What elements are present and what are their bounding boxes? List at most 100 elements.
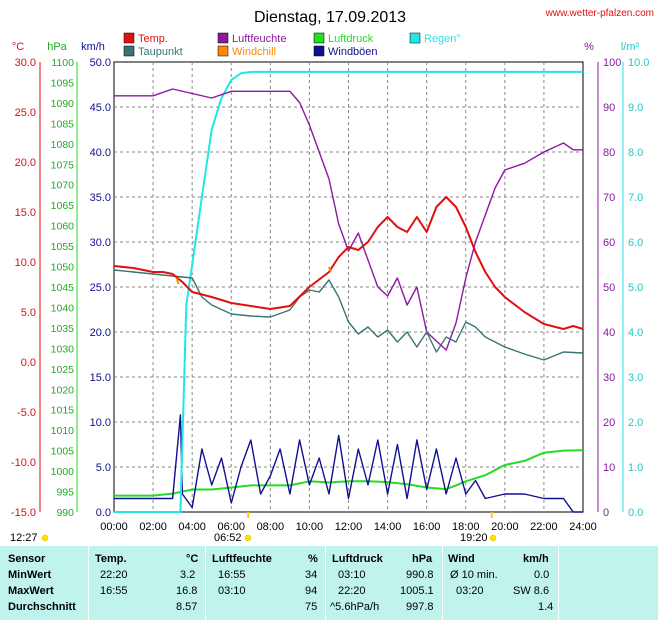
pressure-tick-label: 1060 — [51, 221, 75, 233]
unit-wind: km/h — [81, 41, 105, 53]
time-markers: 12:27 06:52 19:20 — [10, 512, 497, 544]
legend-swatch — [217, 45, 229, 57]
pressure-tick-label: 1100 — [51, 57, 74, 69]
rain-tick-label: 2.0 — [628, 417, 643, 429]
series-temp — [113, 196, 584, 330]
x-tick-label: 06:00 — [217, 521, 245, 533]
time-marker-label: 06:52 — [214, 532, 242, 544]
temp-tick-label: 0.0 — [21, 357, 36, 369]
humidity-tick-label: 100 — [603, 57, 621, 69]
stats-divider — [88, 546, 89, 620]
pressure-tick-label: 1070 — [51, 180, 75, 192]
unit-humidity: % — [584, 41, 594, 53]
stats-wind-unit: km/h — [523, 553, 549, 565]
stats-pressure-min: 990.8 — [406, 569, 434, 581]
data-series — [113, 70, 584, 513]
stats-temp-avg: 8.57 — [176, 601, 198, 613]
legend-label: Luftfeuchte — [232, 33, 286, 45]
x-tick-label: 08:00 — [257, 521, 285, 533]
x-tick-label: 02:00 — [139, 521, 167, 533]
pressure-tick-label: 1080 — [51, 139, 75, 151]
rain-tick-label: 8.0 — [628, 147, 643, 159]
x-tick-label: 22:00 — [530, 521, 558, 533]
x-tick-label: 20:00 — [491, 521, 519, 533]
wind-tick-label: 30.0 — [90, 237, 111, 249]
stats-wind-max-time: 03:20 — [456, 585, 484, 597]
wind-tick-label: 20.0 — [90, 327, 111, 339]
wind-tick-label: 40.0 — [90, 147, 111, 159]
stats-pressure-trend: ^5.6hPa/h — [330, 601, 380, 613]
pressure-tick-label: 1020 — [51, 384, 75, 396]
x-tick-label: 10:00 — [296, 521, 324, 533]
x-tick-label: 14:00 — [374, 521, 402, 533]
series-windchill — [328, 266, 332, 273]
x-tick-label: 04:00 — [178, 521, 206, 533]
stats-pressure-avg: 997.8 — [406, 601, 434, 613]
sun-icon — [489, 534, 497, 542]
pressure-tick-label: 1000 — [51, 466, 75, 478]
time-marker-label: 19:20 — [460, 532, 488, 544]
humidity-tick-label: 80 — [603, 147, 615, 159]
pressure-tick-label: 1030 — [51, 343, 75, 355]
legend-label: Taupunkt — [138, 46, 183, 58]
series-windböen — [114, 414, 583, 513]
humidity-tick-label: 0 — [603, 507, 609, 519]
stats-pressure-max: 1005.1 — [400, 585, 434, 597]
pressure-tick-label: 1005 — [51, 446, 75, 458]
weather-chart: Dienstag, 17.09.2013 www.wetter-pfalzen.… — [10, 8, 654, 544]
rain-tick-label: 6.0 — [628, 237, 643, 249]
stats-humidity-header: Luftfeuchte — [212, 553, 272, 565]
stats-pressure-unit: hPa — [412, 553, 433, 565]
unit-rain: l/m² — [621, 41, 640, 53]
pressure-tick-label: 1050 — [51, 262, 75, 274]
pressure-tick-label: 1015 — [51, 405, 75, 417]
wind-tick-label: 25.0 — [90, 282, 111, 294]
rain-tick-label: 0.0 — [628, 507, 643, 519]
humidity-tick-label: 90 — [603, 102, 615, 114]
chart-title: Dienstag, 17.09.2013 — [254, 9, 406, 26]
stats-wind-min: 0.0 — [534, 569, 550, 581]
pressure-tick-label: 1095 — [51, 77, 75, 89]
rain-tick-label: 7.0 — [628, 192, 643, 204]
pressure-tick-label: 990 — [56, 507, 74, 519]
unit-pressure: hPa — [47, 41, 67, 53]
x-tick-label: 16:00 — [413, 521, 441, 533]
series-regen — [114, 70, 583, 513]
pressure-tick-label: 1025 — [51, 364, 75, 376]
humidity-tick-label: 50 — [603, 282, 615, 294]
pressure-tick-label: 1085 — [51, 118, 75, 130]
legend-label: Windchill — [232, 46, 276, 58]
legend-swatch — [409, 32, 421, 44]
stats-divider — [442, 546, 443, 620]
stats-sensor-header: Sensor — [8, 553, 46, 565]
temp-tick-label: -15.0 — [11, 507, 36, 519]
stats-divider — [205, 546, 206, 620]
temp-tick-label: -10.0 — [11, 457, 36, 469]
temp-tick-label: 25.0 — [15, 107, 36, 119]
time-marker-label: 12:27 — [10, 532, 38, 544]
legend-label: Windböen — [328, 46, 378, 58]
stats-humidity-max: 94 — [305, 585, 318, 597]
temp-tick-label: 20.0 — [15, 157, 36, 169]
stats-wind-max: SW 8.6 — [513, 585, 550, 597]
pressure-tick-label: 1075 — [51, 159, 75, 171]
x-tick-label: 24:00 — [569, 521, 597, 533]
pressure-tick-label: 1045 — [51, 282, 75, 294]
stats-humidity-min-time: 16:55 — [218, 569, 246, 581]
temp-tick-label: -5.0 — [17, 407, 36, 419]
site-link[interactable]: www.wetter-pfalzen.com — [545, 8, 654, 19]
stats-pressure-max-time: 22:20 — [338, 585, 366, 597]
rain-tick-label: 4.0 — [628, 327, 643, 339]
legend-swatch — [313, 32, 325, 44]
wind-tick-label: 0.0 — [96, 507, 111, 519]
stats-wind-avg: 1.4 — [538, 601, 554, 613]
stats-humidity-max-time: 03:10 — [218, 585, 246, 597]
series-luftfeuchte — [114, 88, 583, 351]
stats-temp-header: Temp. — [95, 553, 127, 565]
pressure-tick-label: 1035 — [51, 323, 75, 335]
unit-temp: °C — [12, 41, 24, 53]
temp-tick-label: 5.0 — [21, 307, 36, 319]
stats-wind-min-label: Ø 10 min. — [450, 569, 498, 581]
stats-row-avg: Durchschnitt — [8, 601, 76, 613]
stats-humidity-avg: 75 — [305, 601, 318, 613]
